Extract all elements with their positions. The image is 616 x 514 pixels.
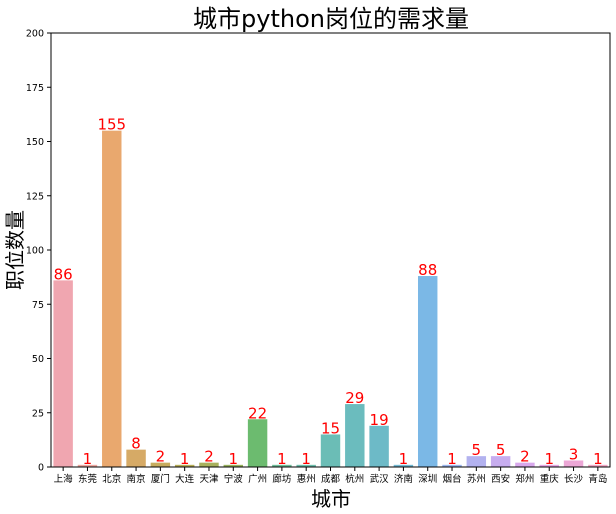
x-tick-label: 烟台	[443, 473, 462, 485]
bars-group	[53, 130, 608, 467]
y-tick-label: 50	[32, 354, 44, 365]
bar	[53, 280, 73, 467]
x-tick-label: 南京	[127, 473, 146, 485]
data-label: 1	[399, 450, 409, 468]
x-tick-label: 北京	[102, 473, 121, 485]
data-label: 8	[131, 435, 141, 453]
x-tick-label: 成都	[321, 473, 341, 485]
bar	[466, 456, 487, 467]
bar	[563, 460, 584, 467]
x-tick-label: 济南	[394, 473, 413, 485]
data-label: 88	[418, 261, 437, 279]
data-label: 29	[345, 389, 364, 407]
bar	[272, 464, 292, 467]
y-tick-label: 200	[26, 29, 44, 40]
bar	[102, 130, 122, 467]
data-label: 5	[496, 441, 506, 459]
data-label: 5	[472, 441, 482, 459]
bar	[223, 464, 244, 467]
x-tick-label: 厦门	[151, 473, 170, 485]
x-tick-label: 深圳	[418, 474, 437, 485]
bar	[126, 449, 146, 467]
x-tick-label: 大连	[175, 473, 195, 485]
data-label: 1	[447, 450, 457, 468]
bar	[393, 464, 414, 467]
x-tick-label: 宁波	[224, 473, 244, 485]
x-tick-label: 郑州	[515, 473, 534, 485]
bar	[296, 464, 316, 467]
bar	[77, 464, 98, 467]
data-label: 2	[520, 448, 530, 466]
x-tick-label: 天津	[199, 474, 219, 485]
bar	[199, 462, 219, 467]
x-tick-label: 长沙	[564, 473, 584, 485]
data-label: 2	[156, 448, 166, 466]
y-axis-ticks: 0 25 50 75 100 125 150 175 200	[26, 29, 51, 474]
x-tick-label: 上海	[54, 473, 74, 485]
bar	[345, 404, 365, 467]
plot-frame	[50, 32, 611, 468]
data-label: 1	[544, 450, 554, 468]
y-axis-label: 职位数量	[3, 210, 27, 290]
x-tick-label: 广州	[248, 473, 267, 485]
data-label: 1	[277, 450, 287, 468]
y-tick-label: 25	[32, 408, 44, 419]
data-label: 1	[301, 450, 311, 468]
x-tick-label: 西安	[491, 473, 510, 485]
bar	[150, 462, 171, 467]
bar	[320, 434, 341, 467]
data-label: 1	[593, 450, 603, 468]
chart-title: 城市python岗位的需求量	[193, 5, 469, 33]
data-label: 19	[370, 411, 389, 429]
y-tick-label: 150	[26, 137, 44, 148]
bar	[490, 456, 511, 467]
x-tick-label: 苏州	[467, 473, 486, 485]
bar	[588, 464, 608, 467]
bar	[369, 425, 389, 467]
x-tick-label: 重庆	[540, 473, 560, 485]
bar	[442, 464, 462, 467]
bar	[539, 464, 559, 467]
data-label: 3	[569, 445, 579, 463]
y-tick-label: 125	[26, 191, 44, 202]
x-tick-label: 东莞	[78, 473, 98, 485]
data-label: 1	[229, 450, 239, 468]
y-tick-label: 75	[32, 300, 44, 311]
x-tick-label: 惠州	[297, 473, 316, 485]
bar	[417, 276, 438, 467]
data-label: 155	[97, 116, 126, 134]
y-tick-label: 100	[26, 246, 44, 257]
x-tick-label: 武汉	[370, 473, 390, 485]
x-axis-ticks: 上海 东莞 北京 南京 厦门 大连 天津 宁波 广州 廊坊 惠州 成都 杭州 武汉 济南 深圳 烟台 苏州 西安 郑州…	[54, 467, 607, 485]
x-axis-label: 城市	[311, 487, 351, 511]
bar	[174, 464, 195, 467]
x-tick-label: 杭州	[345, 473, 364, 485]
x-tick-label: 青岛	[588, 473, 607, 485]
x-tick-label: 廊坊	[272, 473, 292, 485]
bar	[515, 462, 535, 467]
data-label: 15	[321, 419, 340, 437]
y-tick-label: 0	[38, 463, 44, 474]
data-label: 86	[54, 265, 73, 283]
data-label: 22	[248, 404, 267, 422]
data-label: 1	[83, 450, 93, 468]
data-label: 2	[204, 448, 214, 466]
data-label: 1	[180, 450, 190, 468]
bar	[247, 419, 268, 467]
y-tick-label: 175	[26, 83, 44, 94]
